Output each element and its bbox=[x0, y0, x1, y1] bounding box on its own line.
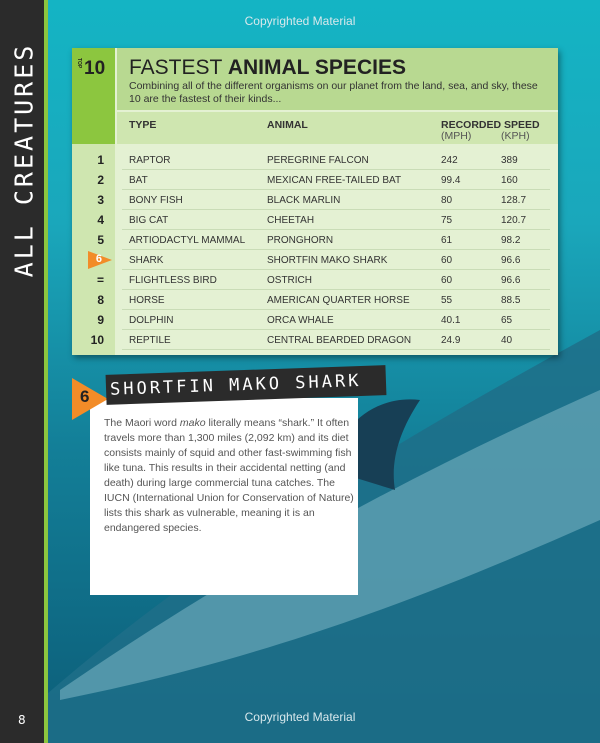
table-row: 10 REPTILE CENTRAL BEARDED DRAGON 24.9 4… bbox=[72, 330, 558, 350]
header-speed: RECORDED SPEED bbox=[441, 119, 540, 131]
watermark-top: Copyrighted Material bbox=[244, 14, 356, 28]
header-mph: (MPH) bbox=[441, 130, 472, 142]
rank: 9 bbox=[97, 313, 104, 327]
animal-cell: BLACK MARLIN bbox=[267, 195, 341, 206]
row-divider bbox=[122, 329, 550, 330]
row-divider bbox=[122, 309, 550, 310]
kph-cell: 160 bbox=[501, 175, 518, 186]
rank: 6 bbox=[95, 253, 102, 265]
row-divider bbox=[122, 289, 550, 290]
type-cell: REPTILE bbox=[129, 335, 171, 346]
kph-cell: 96.6 bbox=[501, 255, 521, 266]
animal-cell: PEREGRINE FALCON bbox=[267, 155, 369, 166]
type-cell: BONY FISH bbox=[129, 195, 183, 206]
kph-cell: 96.6 bbox=[501, 275, 521, 286]
animal-cell: MEXICAN FREE-TAILED BAT bbox=[267, 175, 402, 186]
animal-cell: PRONGHORN bbox=[267, 235, 334, 246]
table-row: 6 SHARK SHORTFIN MAKO SHARK 60 96.6 bbox=[72, 250, 558, 270]
row-divider bbox=[122, 269, 550, 270]
animal-cell: AMERICAN QUARTER HORSE bbox=[267, 295, 410, 306]
row-divider bbox=[122, 189, 550, 190]
rank: 5 bbox=[97, 233, 104, 247]
type-cell: BIG CAT bbox=[129, 215, 169, 226]
row-divider bbox=[122, 349, 550, 350]
mph-cell: 80 bbox=[441, 195, 453, 206]
rank: 10 bbox=[90, 333, 104, 347]
rank: 2 bbox=[97, 173, 104, 187]
rank: 3 bbox=[97, 193, 104, 207]
kph-cell: 88.5 bbox=[501, 295, 521, 306]
section-title: ALL CREATURES bbox=[9, 42, 39, 278]
type-cell: HORSE bbox=[129, 295, 165, 306]
row-divider bbox=[122, 169, 550, 170]
rank-column bbox=[72, 144, 115, 355]
animal-cell: ORCA WHALE bbox=[267, 315, 334, 326]
kph-cell: 65 bbox=[501, 315, 513, 326]
header-kph: (KPH) bbox=[501, 130, 530, 142]
rank: 8 bbox=[97, 293, 104, 307]
kph-cell: 128.7 bbox=[501, 195, 527, 206]
mph-cell: 60 bbox=[441, 275, 453, 286]
watermark-bottom: Copyrighted Material bbox=[244, 710, 356, 724]
animal-cell: CENTRAL BEARDED DRAGON bbox=[267, 335, 412, 346]
type-cell: SHARK bbox=[129, 255, 164, 266]
kph-cell: 40 bbox=[501, 335, 513, 346]
type-cell: DOLPHIN bbox=[129, 315, 174, 326]
badge-column: TOP 10 bbox=[72, 48, 115, 144]
table-row: 5 ARTIODACTYL MAMMAL PRONGHORN 61 98.2 bbox=[72, 230, 558, 250]
animal-cell: SHORTFIN MAKO SHARK bbox=[267, 255, 388, 266]
table-header: FASTEST ANIMAL SPECIES Combining all of … bbox=[117, 48, 558, 110]
table-title: FASTEST ANIMAL SPECIES bbox=[129, 56, 406, 79]
rank: = bbox=[96, 273, 104, 287]
table-row: 4 BIG CAT CHEETAH 75 120.7 bbox=[72, 210, 558, 230]
mph-cell: 60 bbox=[441, 255, 453, 266]
table-row: = FLIGHTLESS BIRD OSTRICH 60 96.6 bbox=[72, 270, 558, 290]
top10-badge: TOP 10 bbox=[76, 58, 106, 79]
kph-cell: 389 bbox=[501, 155, 518, 166]
table-row: 1 RAPTOR PEREGRINE FALCON 242 389 bbox=[72, 150, 558, 170]
top10-table: TOP 10 FASTEST ANIMAL SPECIES Combining a… bbox=[72, 48, 558, 355]
feature-body: The Maori word mako literally means “sha… bbox=[104, 417, 354, 534]
mph-cell: 242 bbox=[441, 155, 458, 166]
mph-cell: 75 bbox=[441, 215, 453, 226]
type-cell: FLIGHTLESS BIRD bbox=[129, 275, 217, 286]
mph-cell: 99.4 bbox=[441, 175, 461, 186]
row-divider bbox=[122, 249, 550, 250]
table-row: 8 HORSE AMERICAN QUARTER HORSE 55 88.5 bbox=[72, 290, 558, 310]
feature-textbox: The Maori word mako literally means “sha… bbox=[90, 398, 358, 595]
mph-cell: 61 bbox=[441, 235, 453, 246]
row-divider bbox=[122, 229, 550, 230]
rank: 4 bbox=[97, 213, 104, 227]
mph-cell: 40.1 bbox=[441, 315, 461, 326]
table-row: 3 BONY FISH BLACK MARLIN 80 128.7 bbox=[72, 190, 558, 210]
row-divider bbox=[122, 209, 550, 210]
mph-cell: 24.9 bbox=[441, 335, 461, 346]
section-sidebar: ALL CREATURES 8 bbox=[0, 0, 48, 743]
type-cell: ARTIODACTYL MAMMAL bbox=[129, 235, 246, 246]
table-row: 9 DOLPHIN ORCA WHALE 40.1 65 bbox=[72, 310, 558, 330]
animal-cell: OSTRICH bbox=[267, 275, 312, 286]
table-row: 2 BAT MEXICAN FREE-TAILED BAT 99.4 160 bbox=[72, 170, 558, 190]
table-description: Combining all of the different organisms… bbox=[129, 80, 538, 105]
feature-rank: 6 bbox=[80, 387, 90, 406]
type-cell: BAT bbox=[129, 175, 148, 186]
column-headers: TYPE ANIMAL RECORDED SPEED (MPH) (KPH) bbox=[117, 112, 558, 144]
kph-cell: 98.2 bbox=[501, 235, 521, 246]
header-type: TYPE bbox=[129, 119, 157, 131]
type-cell: RAPTOR bbox=[129, 155, 171, 166]
animal-cell: CHEETAH bbox=[267, 215, 315, 226]
header-animal: ANIMAL bbox=[267, 119, 308, 131]
rank: 1 bbox=[97, 153, 104, 167]
kph-cell: 120.7 bbox=[501, 215, 527, 226]
mph-cell: 55 bbox=[441, 295, 453, 306]
page-number: 8 bbox=[18, 713, 26, 727]
